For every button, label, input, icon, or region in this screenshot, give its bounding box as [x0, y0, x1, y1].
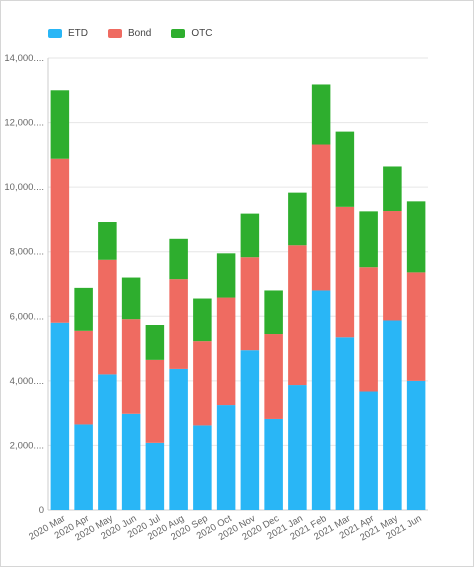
bar-etd[interactable] — [193, 425, 212, 510]
legend-item-etd[interactable]: ETD — [48, 28, 88, 39]
bar-otc[interactable] — [383, 166, 402, 212]
bar-bond[interactable] — [359, 267, 378, 392]
legend-swatch-etd — [48, 28, 62, 38]
bar-etd[interactable] — [74, 424, 93, 510]
bar-bond[interactable] — [121, 319, 141, 414]
bar-otc[interactable] — [121, 277, 141, 320]
bar-otc[interactable] — [216, 253, 236, 298]
bar-otc[interactable] — [193, 298, 212, 342]
bar-otc[interactable] — [264, 290, 283, 335]
bar-otc[interactable] — [74, 287, 93, 331]
bar-etd[interactable] — [145, 442, 165, 510]
bar-otc[interactable] — [311, 84, 331, 145]
legend-label-etd: ETD — [68, 27, 88, 39]
bar-etd[interactable] — [240, 350, 260, 510]
bar-otc[interactable] — [406, 201, 426, 273]
bar-etd[interactable] — [383, 320, 402, 510]
bar-otc[interactable] — [288, 192, 307, 246]
bar-otc[interactable] — [98, 222, 117, 260]
bar-bond[interactable] — [240, 257, 260, 351]
y-tick-label: 14,000.... — [4, 53, 44, 64]
bar-otc[interactable] — [335, 131, 355, 207]
y-tick-label: 0 — [39, 505, 44, 516]
bar-otc[interactable] — [359, 211, 378, 268]
bar-bond[interactable] — [145, 359, 165, 443]
legend-label-otc: OTC — [191, 27, 213, 39]
legend-label-bond: Bond — [128, 27, 152, 39]
bar-bond[interactable] — [50, 158, 70, 323]
bar-etd[interactable] — [169, 368, 188, 510]
bar-etd[interactable] — [216, 405, 236, 510]
legend-swatch-otc — [171, 28, 186, 38]
y-tick-label: 8,000.... — [10, 247, 44, 258]
bar-otc[interactable] — [169, 238, 188, 280]
bar-otc[interactable] — [240, 213, 260, 258]
bar-etd[interactable] — [121, 413, 141, 510]
bar-etd[interactable] — [50, 322, 70, 510]
bar-bond[interactable] — [264, 334, 283, 419]
bar-otc[interactable] — [145, 325, 165, 360]
bar-bond[interactable] — [383, 211, 402, 321]
bar-etd[interactable] — [406, 380, 426, 510]
bar-bond[interactable] — [74, 330, 93, 425]
bar-etd[interactable] — [264, 418, 283, 510]
bar-etd[interactable] — [98, 374, 117, 510]
bar-bond[interactable] — [335, 206, 355, 338]
bar-bond[interactable] — [193, 341, 212, 426]
bar-etd[interactable] — [335, 337, 355, 510]
bar-etd[interactable] — [288, 385, 307, 510]
bar-bond[interactable] — [169, 279, 188, 369]
y-tick-label: 4,000.... — [10, 376, 44, 387]
y-tick-label: 12,000.... — [4, 118, 44, 129]
bar-bond[interactable] — [311, 144, 331, 291]
bar-bond[interactable] — [288, 245, 307, 386]
bar-bond[interactable] — [406, 272, 426, 381]
y-tick-label: 10,000.... — [4, 182, 44, 193]
bar-otc[interactable] — [50, 90, 70, 159]
bar-etd[interactable] — [359, 391, 378, 510]
bar-bond[interactable] — [216, 297, 236, 406]
bar-etd[interactable] — [311, 290, 331, 510]
y-tick-label: 2,000.... — [10, 440, 44, 451]
legend-item-otc[interactable]: OTC — [171, 28, 212, 39]
bar-bond[interactable] — [98, 259, 117, 375]
chart-legend: ETD Bond OTC — [48, 26, 232, 40]
legend-swatch-bond — [108, 28, 122, 38]
y-tick-label: 6,000.... — [10, 311, 44, 322]
legend-item-bond[interactable]: Bond — [108, 28, 151, 39]
